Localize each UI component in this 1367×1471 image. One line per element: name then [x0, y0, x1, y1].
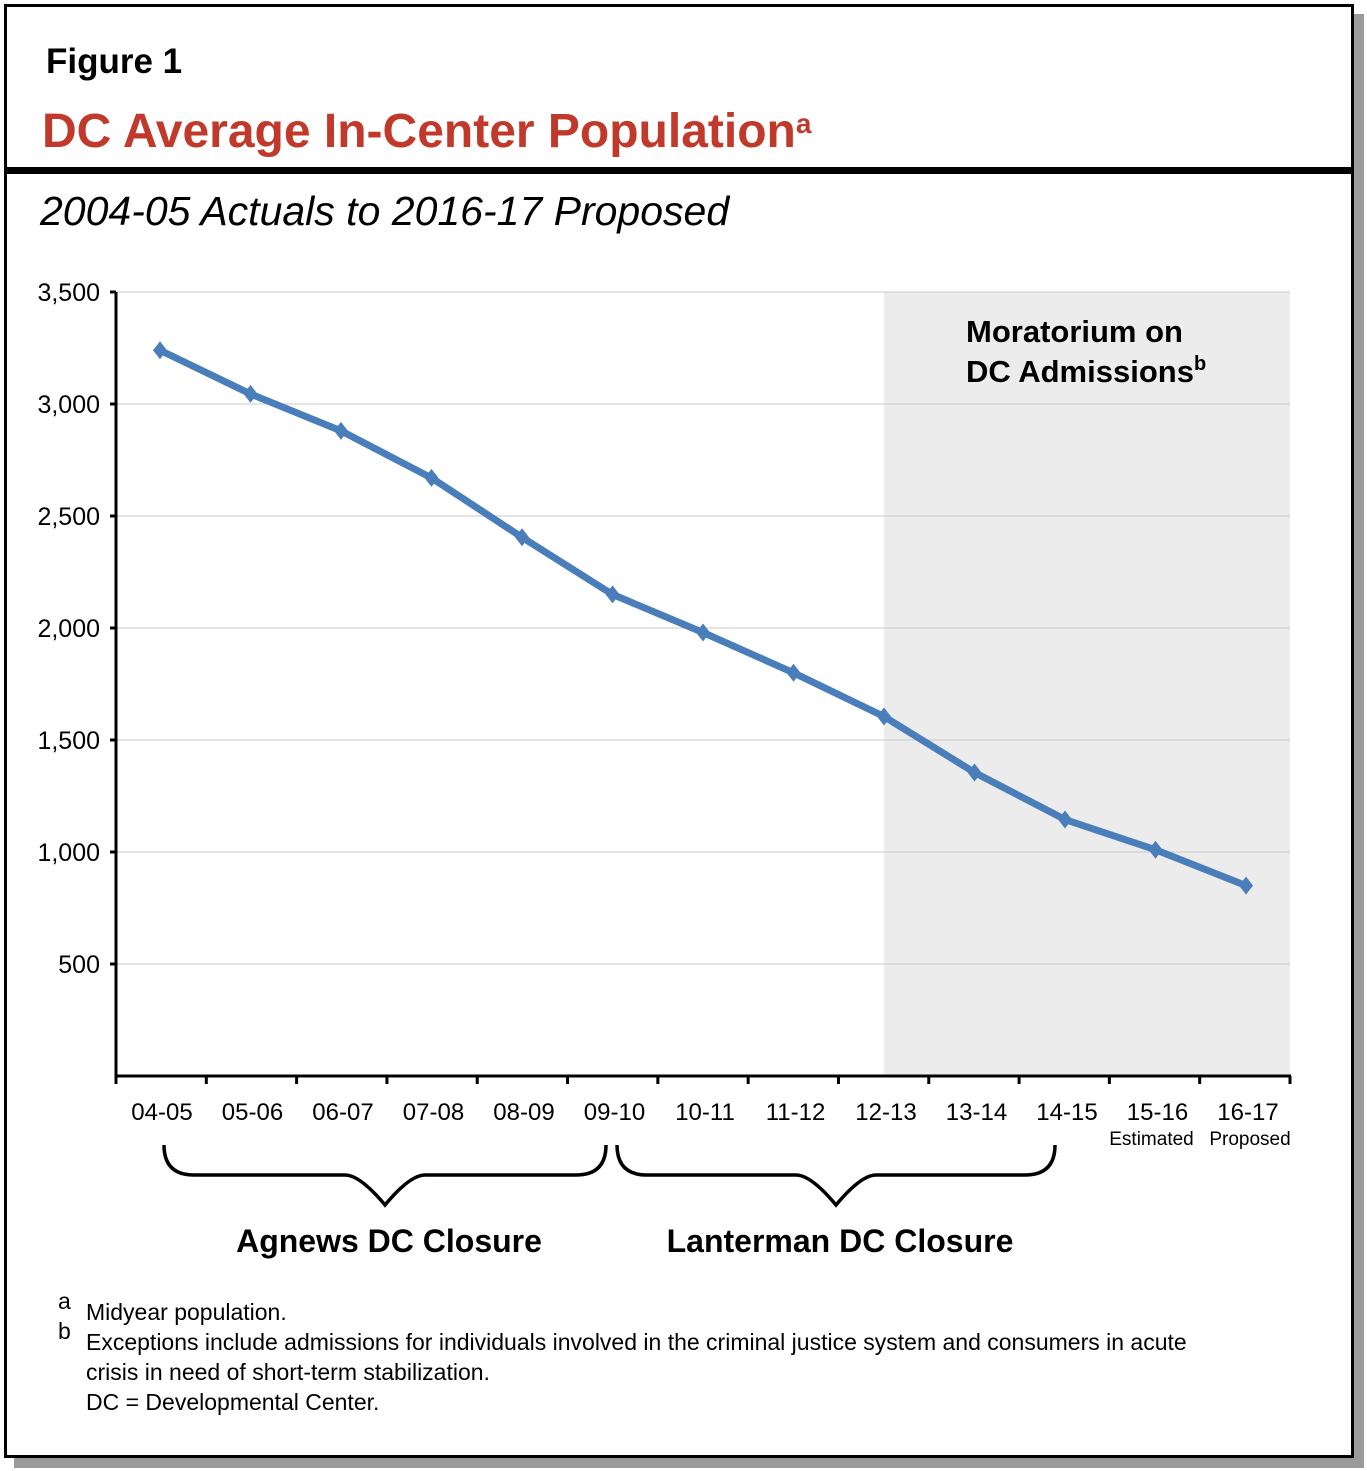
- x-tick-label: 13-14: [946, 1099, 1007, 1126]
- y-tick-label: 500: [58, 951, 100, 979]
- x-tick-label: 12-13: [855, 1099, 916, 1126]
- data-point: [424, 468, 439, 487]
- y-tick-label: 1,500: [37, 727, 100, 755]
- x-tick-label: 07-08: [403, 1099, 464, 1126]
- bracket-label: Agnews DC Closure: [236, 1223, 542, 1259]
- bracket-label: Lanterman DC Closure: [667, 1223, 1014, 1259]
- header-rule: [4, 167, 1354, 174]
- x-tick-label: 14-15: [1036, 1099, 1097, 1126]
- bracket: [615, 1144, 1057, 1208]
- shaded-region-label-line2: DC Admissionsb: [966, 353, 1206, 389]
- footnote-marker: a: [58, 1288, 71, 1314]
- data-point: [696, 623, 710, 642]
- footnote-text: Midyear population.: [86, 1299, 287, 1325]
- y-tick-label: 3,000: [37, 391, 100, 419]
- x-tick-sublabel: Estimated: [1109, 1129, 1193, 1150]
- data-point: [877, 707, 891, 726]
- footnote-marker: b: [58, 1318, 71, 1344]
- x-tick-label: 15-16: [1127, 1099, 1188, 1126]
- footnote-a: a Midyear population.: [58, 1288, 1238, 1327]
- data-point: [1148, 840, 1163, 859]
- x-tick-label: 16-17: [1217, 1099, 1278, 1126]
- data-point: [243, 384, 258, 403]
- title-text: DC Average In-Center Population: [42, 105, 796, 158]
- shaded-region: [884, 292, 1290, 1076]
- y-tick-label: 1,000: [37, 839, 100, 867]
- x-tick-label: 11-12: [766, 1099, 826, 1126]
- data-point: [515, 528, 529, 547]
- footnote-text: Exceptions include admissions for indivi…: [86, 1329, 1187, 1385]
- x-tick-sublabel: Proposed: [1209, 1129, 1290, 1150]
- chart-title: DC Average In-Center Populationa: [42, 104, 811, 159]
- y-tick-label: 2,000: [37, 615, 100, 643]
- data-point: [605, 585, 620, 604]
- x-tick-label: 05-06: [222, 1099, 283, 1126]
- footnote-abbrev: DC = Developmental Center.: [58, 1387, 1238, 1417]
- y-tick-label: 2,500: [37, 503, 100, 531]
- footnotes: a Midyear population. b Exceptions include…: [58, 1288, 1238, 1417]
- y-tick-label: 3,500: [37, 279, 100, 307]
- x-tick-label: 10-11: [675, 1099, 735, 1126]
- x-tick-label: 04-05: [131, 1099, 192, 1126]
- data-point: [967, 763, 982, 782]
- footnote-text: DC = Developmental Center.: [86, 1389, 380, 1415]
- figure-label: Figure 1: [46, 42, 183, 81]
- bracket: [162, 1144, 608, 1208]
- footnote-b: b Exceptions include admissions for indiv…: [58, 1318, 1238, 1387]
- data-point: [1239, 876, 1253, 895]
- data-point: [153, 341, 167, 360]
- data-point: [1058, 810, 1072, 829]
- x-tick-label: 09-10: [584, 1099, 645, 1126]
- chart-subtitle: 2004-05 Actuals to 2016-17 Proposed: [40, 188, 730, 234]
- data-point: [786, 663, 801, 682]
- x-tick-label: 08-09: [493, 1099, 554, 1126]
- title-superscript: a: [795, 108, 812, 139]
- data-point: [334, 421, 348, 440]
- shaded-region-superscript: b: [1194, 353, 1206, 375]
- x-tick-label: 06-07: [312, 1099, 373, 1126]
- shaded-region-label-line1: Moratorium on: [966, 314, 1183, 349]
